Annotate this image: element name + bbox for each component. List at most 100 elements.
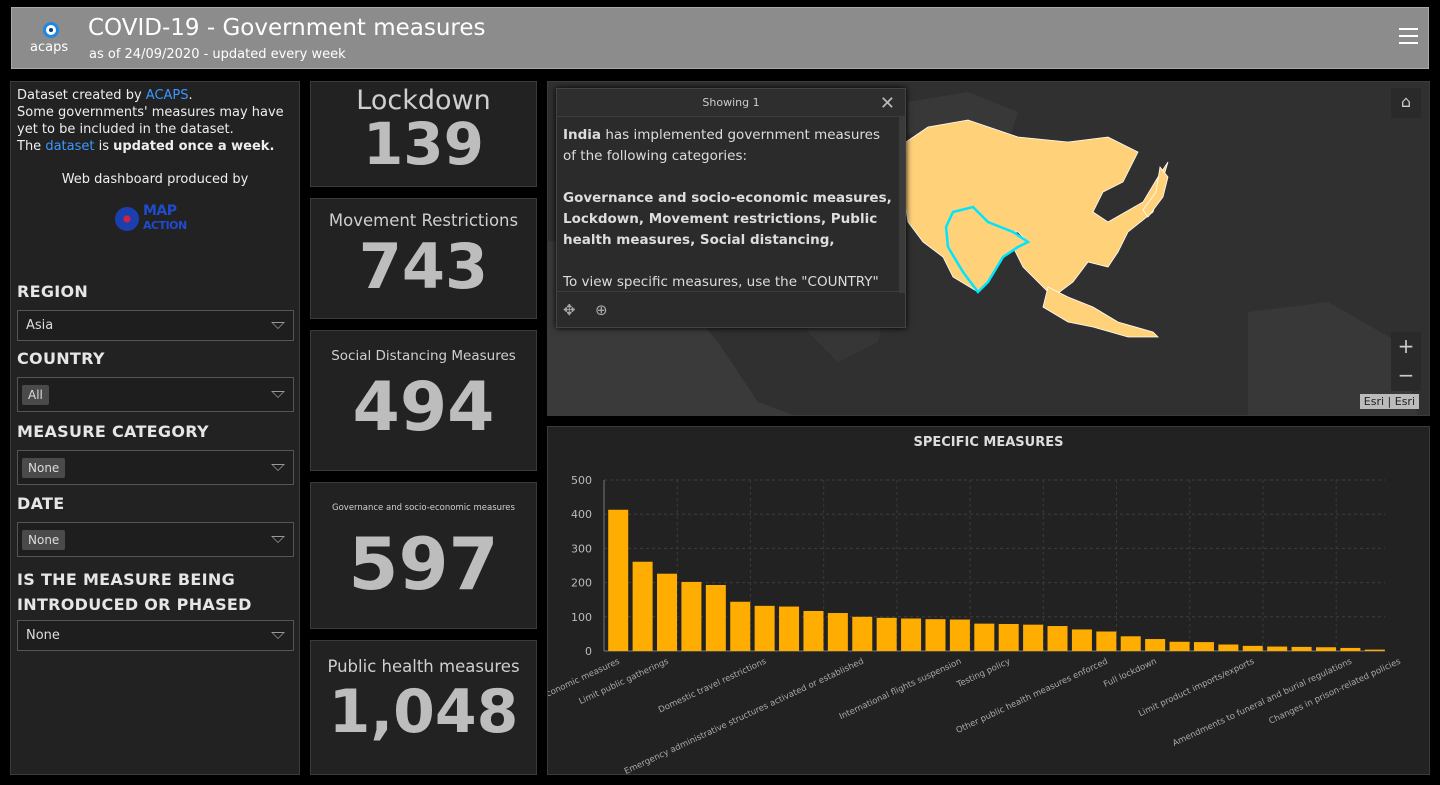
chart-bar[interactable] [681,581,702,651]
mapaction-line-1: MAP [143,203,177,219]
kpi-label: Governance and socio-economic measures [332,503,515,513]
x-tick-label: Testing policy [955,657,1012,691]
pan-icon[interactable]: ✥ [563,301,576,319]
chart-bar[interactable] [901,618,922,651]
chart-bar[interactable] [632,561,653,651]
chart-bar[interactable] [998,623,1019,651]
chart-bar[interactable] [1023,624,1044,651]
globe-icon [115,207,139,231]
chart-bar[interactable] [803,610,824,651]
chart-bar[interactable] [1047,626,1068,651]
kpi-label: Social Distancing Measures [331,348,516,364]
x-tick-label: Domestic travel restrictions [657,656,768,715]
basemap-australia-shape [1248,302,1418,415]
chart-bar[interactable] [1267,646,1288,651]
y-tick-label: 100 [571,611,592,624]
region-select[interactable]: Asia [17,310,294,341]
chart-bar[interactable] [657,573,678,651]
close-icon[interactable]: ✕ [879,93,895,114]
acaps-logo-icon [43,22,59,38]
introduced-label-line-1: IS THE MEASURE BEING [17,570,236,589]
chart-bar[interactable] [1193,642,1214,651]
map-attribution: Esri | Esri [1359,394,1419,409]
x-tick-label: Other public health measures enforced [955,657,1110,736]
chart-bar[interactable] [730,601,751,651]
chart-bar[interactable] [1120,636,1141,651]
kpi-value: 139 [362,110,485,178]
chevron-down-icon [271,632,285,639]
chart-bar[interactable] [1291,646,1312,651]
kpi-label: Movement Restrictions [328,211,519,230]
acaps-logo-text: acaps [30,40,69,55]
chart-bar[interactable] [827,613,848,651]
measure-category-select[interactable]: None [17,450,294,485]
chart-bar[interactable] [974,623,995,651]
chart-bar[interactable] [1169,641,1190,651]
date-select[interactable]: None [17,522,294,557]
chevron-down-icon [271,464,285,471]
country-label: COUNTRY [17,349,105,368]
kpi-label: Public health measures [327,657,520,676]
sidebar-panel: Dataset created by ACAPS. Some governmen… [10,81,300,775]
acaps-logo: acaps [26,22,74,62]
specific-measures-chart: SPECIFIC MEASURES 0 100 200 300 400 500 conomi… [547,426,1430,776]
zoom-in-icon[interactable]: + [1391,332,1421,362]
southeast-asia-shape [1042,286,1159,338]
y-tick-label: 300 [571,542,592,555]
mapaction-text: MAP ACTION [143,204,187,233]
y-tick-label: 0 [585,645,592,658]
country-value: All [22,384,49,405]
dataset-link[interactable]: dataset [45,139,95,154]
zoom-to-icon[interactable]: ⊕ [595,301,608,319]
region-label: REGION [17,282,89,301]
acaps-link[interactable]: ACAPS [145,88,189,103]
map-view[interactable]: Showing 1 ✕ India has implemented govern… [547,81,1430,416]
date-label: DATE [17,494,65,513]
chart-bar[interactable] [1364,649,1385,651]
chart-bar[interactable] [754,605,775,651]
country-select[interactable]: All [17,377,294,412]
chart-bar[interactable] [1340,647,1361,651]
sidebar-intro: Dataset created by ACAPS. Some governmen… [17,87,293,155]
chart-bar[interactable] [1218,644,1239,651]
y-tick-label: 500 [571,474,592,487]
popup-text: To view specific measures, use the "COUN… [563,274,879,290]
map-popup: Showing 1 ✕ India has implemented govern… [556,88,906,328]
kpi-value: 494 [352,368,495,447]
chart-bar[interactable] [852,616,873,651]
chart-bar[interactable] [1315,647,1336,651]
introduced-phased-value: None [26,628,60,643]
popup-title: Showing 1 [557,89,905,117]
mapaction-logo[interactable]: MAP ACTION [115,203,195,233]
chart-bar[interactable] [1071,629,1092,651]
intro-text: is [94,139,114,154]
asia-region-shape [902,119,1169,298]
menu-icon[interactable] [1399,28,1418,44]
popup-categories: Governance and socio-economic measures, … [563,190,892,248]
chevron-down-icon [271,322,285,329]
chart-bar[interactable] [949,619,970,651]
chart-bar[interactable] [779,606,800,651]
chart-bar[interactable] [705,584,726,651]
kpi-value: 743 [358,230,489,303]
x-tick-label: Amendments to funeral and burial regulat… [1171,656,1354,748]
region-value: Asia [26,318,54,333]
x-tick-label: Limit public gatherings [578,656,671,707]
measure-category-label: MEASURE CATEGORY [17,422,209,441]
chart-bar[interactable] [876,617,897,651]
chart-bar[interactable] [1242,645,1263,651]
popup-text: has implemented government measures of t… [563,127,880,164]
chart-bar[interactable] [925,619,946,651]
home-icon[interactable]: ⌂ [1391,88,1421,118]
chart-bar[interactable] [1096,631,1117,651]
kpi-card-governance: Governance and socio-economic measures 5… [310,482,537,629]
page-subtitle: as of 24/09/2020 - updated every week [89,47,346,62]
intro-bold: updated once a week. [113,139,275,154]
chart-bar[interactable] [1145,639,1166,651]
introduced-phased-select[interactable]: None [17,620,294,651]
chart-bar[interactable] [608,509,629,651]
intro-text: . [188,88,193,103]
zoom-out-icon[interactable]: − [1391,361,1421,391]
header-bar: acaps COVID-19 - Government measures as … [11,7,1429,69]
